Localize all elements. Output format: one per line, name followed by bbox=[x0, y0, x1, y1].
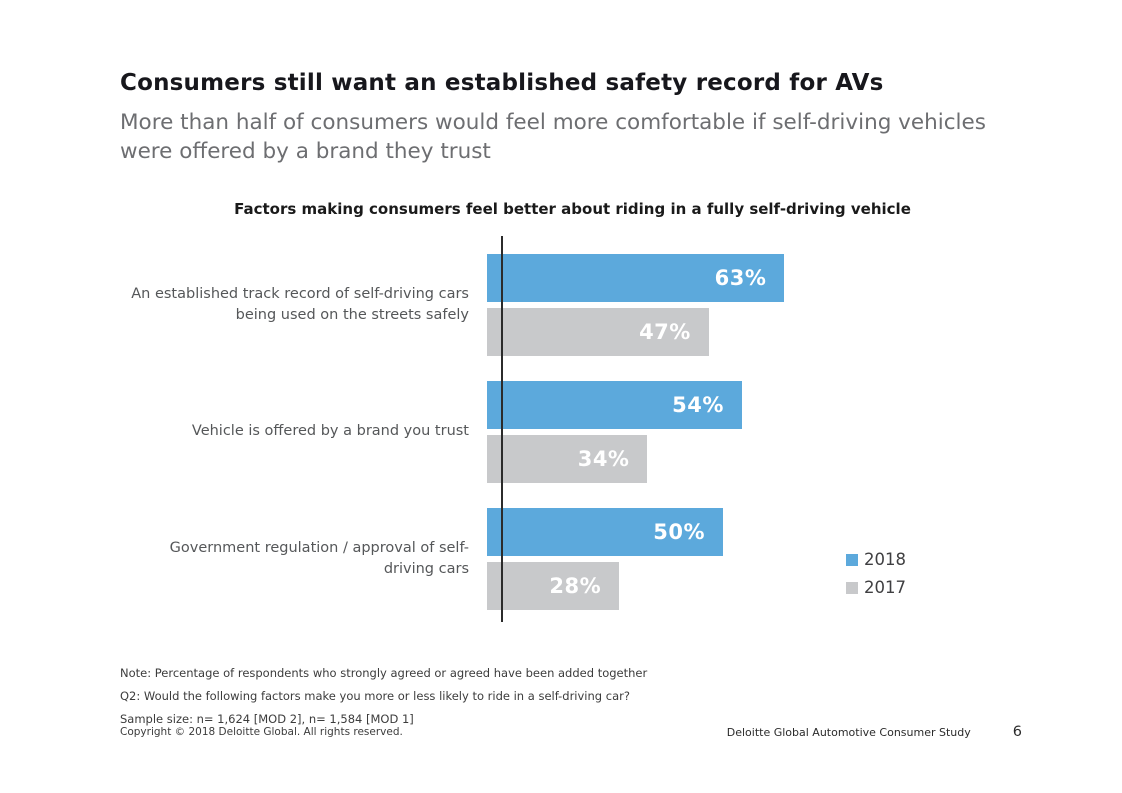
legend-swatch-icon bbox=[846, 553, 858, 566]
bar-2018: 54% bbox=[487, 381, 742, 429]
bar-2018: 50% bbox=[487, 508, 723, 556]
legend-label: 2018 bbox=[864, 550, 906, 569]
bar-2017: 47% bbox=[487, 308, 709, 356]
bar-value-label: 28% bbox=[549, 574, 602, 598]
legend-label: 2017 bbox=[864, 578, 906, 597]
bar-group: 63% 47% bbox=[487, 254, 785, 356]
bar-value-label: 47% bbox=[639, 320, 691, 344]
chart-row: Vehicle is offered by a brand you trust 5… bbox=[120, 381, 1050, 483]
y-axis-line bbox=[501, 236, 503, 622]
page-subtitle: More than half of consumers would feel m… bbox=[120, 110, 986, 165]
chart-title: Factors making consumers feel better abo… bbox=[234, 200, 911, 218]
footnotes: Note: Percentage of respondents who stro… bbox=[120, 666, 647, 726]
copyright-text: Copyright © 2018 Deloitte Global. All ri… bbox=[120, 726, 403, 738]
bar-group: 54% 34% bbox=[487, 381, 742, 483]
legend-item-2017: 2017 bbox=[846, 578, 906, 597]
chart-row: Government regulation / approval of self… bbox=[120, 508, 1050, 610]
chart-row: An established track record of self-driv… bbox=[120, 254, 1050, 356]
page-title: Consumers still want an established safe… bbox=[120, 70, 884, 96]
slide-header: Consumers still want an established safe… bbox=[120, 70, 1020, 166]
bar-value-label: 50% bbox=[653, 520, 705, 544]
footnote-sample-size: Sample size: n= 1,624 [MOD 2], n= 1,584 … bbox=[120, 712, 414, 726]
chart-rows: An established track record of self-driv… bbox=[120, 236, 1050, 622]
bar-value-label: 34% bbox=[577, 447, 630, 471]
category-label: Government regulation / approval of self… bbox=[169, 539, 469, 577]
legend-swatch-icon bbox=[846, 581, 858, 594]
bar-2017: 34% bbox=[487, 435, 648, 483]
category-label: Vehicle is offered by a brand you trust bbox=[191, 423, 469, 440]
bar-group: 50% 28% bbox=[487, 508, 723, 610]
bar-2018: 63% bbox=[487, 254, 785, 302]
chart-legend: 2018 2017 bbox=[846, 550, 906, 597]
bar-value-label: 54% bbox=[672, 393, 724, 417]
study-name-text: Deloitte Global Automotive Consumer Stud… bbox=[726, 725, 971, 739]
slide-footer: Copyright © 2018 Deloitte Global. All ri… bbox=[120, 724, 1022, 740]
category-label: An established track record of self-driv… bbox=[131, 285, 469, 323]
footnote-note: Note: Percentage of respondents who stro… bbox=[120, 666, 648, 680]
chart: Factors making consumers feel better abo… bbox=[120, 200, 1050, 622]
legend-item-2018: 2018 bbox=[846, 550, 906, 569]
bar-2017: 28% bbox=[487, 562, 620, 610]
footnote-question: Q2: Would the following factors make you… bbox=[120, 689, 630, 703]
bar-value-label: 63% bbox=[714, 266, 767, 290]
page-number: 6 bbox=[1012, 724, 1022, 740]
